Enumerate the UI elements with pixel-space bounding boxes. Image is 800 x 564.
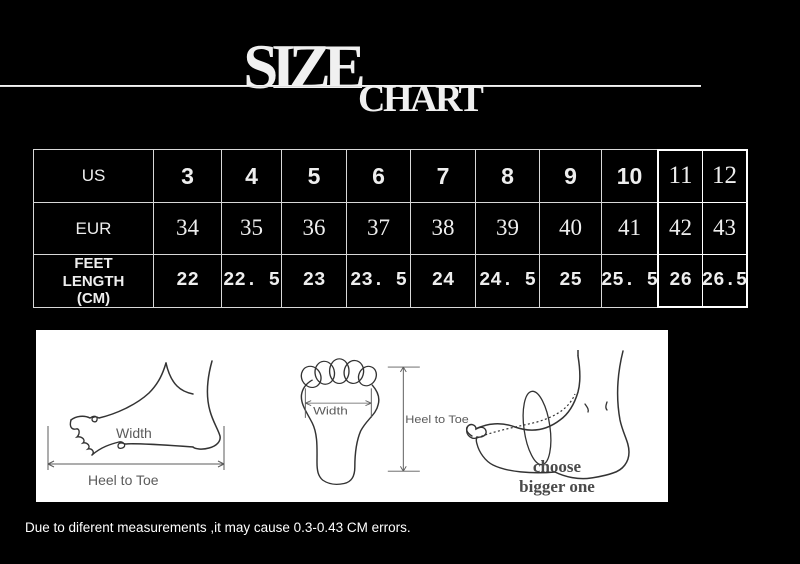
svg-text:Heel to Toe: Heel to Toe: [88, 472, 159, 488]
svg-text:bigger one: bigger one: [519, 477, 595, 496]
svg-text:Width: Width: [313, 405, 348, 418]
svg-text:Width: Width: [116, 425, 152, 441]
svg-text:choose: choose: [533, 457, 582, 476]
